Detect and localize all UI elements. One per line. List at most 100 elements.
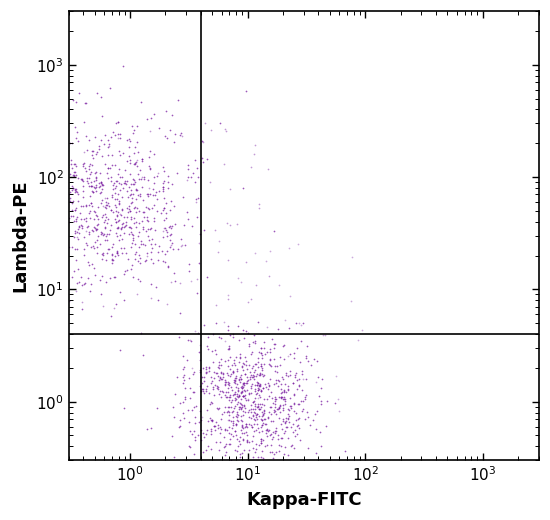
Point (241, 361, 250, 369)
Point (116, 210, 124, 218)
Point (90, 184, 99, 192)
Point (278, 401, 287, 409)
Point (70, 233, 79, 241)
Point (160, 224, 169, 232)
Point (111, 189, 120, 197)
Point (160, 177, 169, 186)
Point (240, 385, 249, 394)
Point (252, 410, 261, 419)
Point (214, 237, 223, 245)
Point (91, 224, 100, 232)
Point (31, 205, 40, 214)
Point (279, 341, 288, 349)
Point (78, 192, 87, 201)
Point (266, 356, 274, 364)
Point (277, 420, 285, 428)
Point (207, 416, 216, 424)
Point (217, 414, 226, 423)
Point (77, 215, 86, 223)
Point (160, 167, 169, 175)
Point (260, 407, 268, 415)
Point (206, 373, 215, 382)
Point (235, 392, 244, 400)
Point (128, 239, 136, 247)
Point (261, 383, 270, 391)
Point (251, 413, 260, 421)
Point (195, 418, 204, 426)
Point (233, 389, 241, 398)
Point (66, 170, 75, 178)
Point (253, 400, 262, 409)
Point (200, 373, 208, 381)
Point (130, 142, 139, 151)
Point (236, 374, 245, 383)
Point (263, 441, 272, 449)
Point (100, 218, 108, 227)
Point (237, 404, 246, 412)
Point (117, 193, 126, 202)
Point (237, 400, 246, 409)
Point (74, 137, 82, 145)
Point (147, 248, 156, 256)
Point (109, 127, 118, 136)
Point (265, 344, 274, 353)
Point (145, 205, 153, 214)
Point (43, 190, 52, 198)
Point (81, 201, 90, 210)
Point (97, 213, 106, 221)
Point (90, 207, 99, 216)
Point (201, 363, 210, 371)
Point (83, 222, 92, 230)
Point (89, 147, 97, 155)
Point (226, 221, 234, 229)
Point (219, 373, 228, 382)
Point (228, 395, 236, 404)
Point (72, 215, 80, 224)
Point (134, 207, 143, 215)
Point (234, 417, 243, 425)
Point (133, 290, 142, 298)
Point (78, 305, 87, 313)
Point (256, 400, 265, 408)
Point (196, 415, 205, 424)
Point (191, 327, 200, 335)
Point (51, 212, 59, 220)
Point (237, 389, 246, 397)
Point (95, 179, 104, 187)
Point (257, 361, 266, 370)
Point (227, 370, 235, 378)
Point (260, 338, 268, 346)
Point (162, 199, 170, 207)
Point (281, 387, 290, 396)
Point (209, 422, 218, 430)
Point (190, 427, 199, 435)
Point (280, 419, 289, 427)
Point (224, 423, 233, 431)
Point (265, 272, 273, 280)
Point (265, 461, 273, 470)
Point (64, 296, 73, 305)
Point (84, 257, 92, 266)
Point (56, 201, 65, 209)
Point (269, 454, 278, 462)
Point (248, 372, 256, 381)
Point (187, 363, 196, 372)
Point (150, 173, 158, 181)
Point (265, 425, 273, 434)
Point (80, 214, 89, 223)
Point (178, 241, 186, 249)
Point (225, 393, 234, 401)
Point (312, 357, 321, 365)
Point (278, 434, 287, 442)
Point (226, 365, 234, 373)
Point (126, 199, 135, 207)
Point (236, 278, 245, 286)
Point (40, 238, 49, 246)
Point (88, 154, 97, 162)
Point (282, 423, 291, 432)
Point (66, 139, 75, 147)
Point (271, 400, 279, 408)
Point (244, 329, 252, 337)
Point (68, 184, 77, 192)
Point (264, 385, 273, 393)
